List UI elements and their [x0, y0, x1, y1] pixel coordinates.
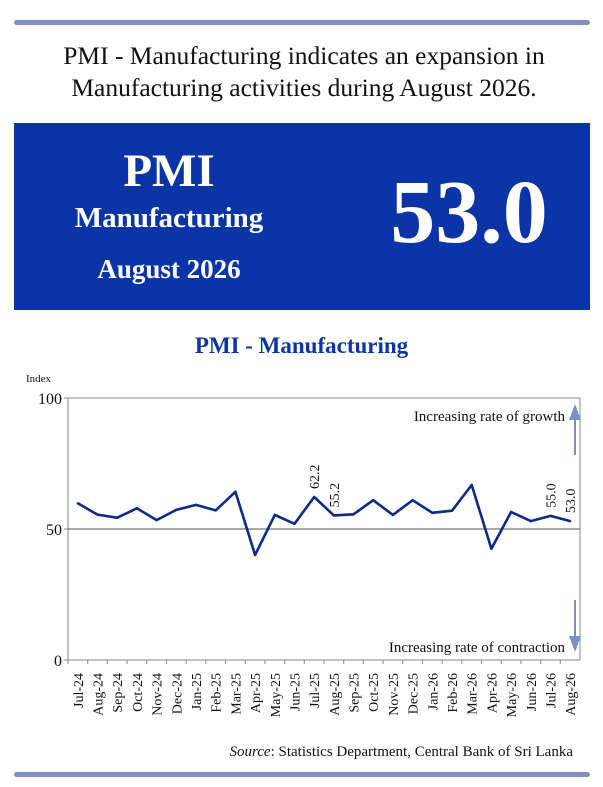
- data-point: [568, 519, 572, 523]
- data-point: [509, 510, 513, 514]
- data-point: [470, 483, 473, 487]
- x-tick-label: Jun-25: [288, 673, 303, 711]
- chart-title: PMI - Manufacturing: [194, 333, 409, 358]
- data-point: [529, 519, 532, 523]
- headline: PMI - Manufacturing indicates an expansi…: [20, 40, 588, 104]
- x-tick-label: Jul-25: [308, 673, 323, 708]
- source-note: Source: Statistics Department, Central B…: [229, 744, 573, 761]
- bottom-divider: [14, 772, 590, 777]
- y-tick-label: 100: [38, 391, 62, 408]
- data-point: [96, 513, 99, 516]
- data-point: [175, 508, 178, 512]
- data-point: [293, 522, 296, 525]
- source-label: Source: [229, 744, 271, 760]
- data-point: [450, 509, 454, 512]
- y-tick-label: 50: [46, 522, 62, 539]
- data-point: [194, 503, 198, 507]
- contraction-annotation: Increasing rate of contraction: [389, 640, 566, 656]
- x-tick-label: Dec-25: [407, 673, 422, 714]
- banner-period: August 2026: [97, 254, 241, 284]
- x-tick-label: Mar-25: [229, 673, 244, 715]
- x-tick-label: Jan-26: [426, 673, 441, 710]
- data-point: [332, 514, 336, 517]
- banner-value: 53.0: [390, 163, 548, 262]
- data-point: [490, 547, 493, 550]
- top-divider: [14, 20, 590, 25]
- data-point: [214, 509, 217, 512]
- x-tick-label: Nov-25: [387, 673, 402, 716]
- x-tick-label: May-26: [505, 673, 520, 717]
- headline-line-2: Manufacturing activities during August 2…: [71, 73, 537, 102]
- x-tick-label: Aug-26: [564, 673, 579, 716]
- x-tick-label: May-25: [269, 673, 284, 717]
- x-tick-label: Oct-24: [131, 673, 146, 712]
- x-tick-label: Jul-24: [72, 673, 87, 708]
- data-point: [391, 513, 395, 517]
- data-point: [76, 502, 80, 505]
- x-tick-label: Dec-24: [170, 673, 185, 714]
- y-axis-label: Index: [26, 373, 52, 385]
- x-tick-label: Aug-25: [328, 673, 343, 716]
- data-point: [549, 514, 552, 518]
- x-tick-label: Jul-26: [544, 673, 559, 708]
- x-tick-label: Mar-26: [466, 673, 481, 715]
- data-label: 55.0: [544, 483, 559, 508]
- data-label: 55.2: [328, 483, 343, 508]
- data-label: 53.0: [564, 489, 579, 514]
- data-point: [234, 490, 237, 493]
- data-point: [116, 516, 119, 519]
- growth-annotation: Increasing rate of growth: [414, 409, 566, 425]
- headline-line-1: PMI - Manufacturing indicates an expansi…: [63, 41, 545, 70]
- x-tick-label: Apr-26: [485, 673, 500, 713]
- data-point: [135, 507, 139, 510]
- contraction-arrow-head: [569, 636, 581, 652]
- pmi-line-chart: Index 0 50 100 Jul-24 Aug-24 Sep-24 Oct-24 Nov-2…: [26, 373, 581, 717]
- data-point: [273, 513, 276, 517]
- x-tick-label: Aug-24: [92, 673, 107, 716]
- banner-index-name: PMI: [123, 145, 215, 197]
- banner-sector: Manufacturing: [74, 202, 264, 234]
- x-tick-label: Feb-26: [446, 673, 461, 713]
- data-point: [431, 511, 434, 514]
- x-tick-label: Feb-25: [210, 673, 225, 713]
- data-point: [312, 495, 316, 499]
- source-text: : Statistics Department, Central Bank of…: [270, 744, 573, 760]
- growth-arrow-head: [569, 404, 581, 420]
- pmi-series-line: [77, 483, 571, 557]
- data-point: [372, 498, 375, 502]
- x-tick-label: Oct-25: [367, 673, 382, 712]
- data-point: [253, 553, 257, 557]
- data-label: 62.2: [308, 465, 323, 490]
- x-tick-label: Jun-26: [525, 673, 540, 711]
- data-point: [155, 518, 158, 522]
- pmi-banner: PMI Manufacturing August 2026 53.0: [14, 123, 590, 310]
- x-tick-label: Jan-25: [190, 673, 205, 710]
- data-point: [411, 498, 414, 502]
- x-tick-label: Nov-24: [151, 673, 166, 716]
- x-tick-label: Sep-25: [348, 673, 363, 713]
- y-tick-label: 0: [54, 653, 62, 670]
- x-tick-label: Apr-25: [249, 673, 264, 713]
- x-tick-label: Sep-24: [111, 673, 126, 713]
- data-point: [352, 513, 355, 516]
